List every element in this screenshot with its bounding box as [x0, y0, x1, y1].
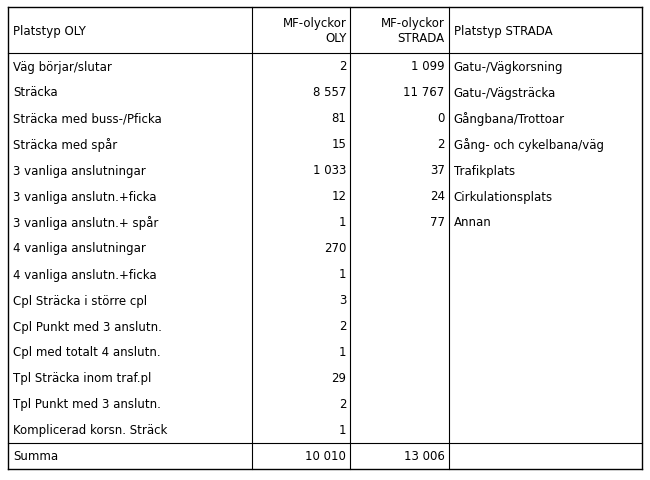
Text: 77: 77: [430, 216, 445, 229]
Text: 3 vanliga anslutningar: 3 vanliga anslutningar: [13, 164, 146, 177]
Text: MF-olyckor
OLY: MF-olyckor OLY: [283, 17, 346, 45]
Text: Sträcka: Sträcka: [13, 86, 58, 99]
Text: Platstyp OLY: Platstyp OLY: [13, 24, 86, 37]
Text: Gång- och cykelbana/väg: Gång- och cykelbana/väg: [454, 138, 604, 152]
Text: 13 006: 13 006: [404, 450, 445, 463]
Text: 3 vanliga anslutn.+ spår: 3 vanliga anslutn.+ spår: [13, 216, 159, 229]
Text: 1: 1: [339, 216, 346, 229]
Text: 15: 15: [332, 138, 346, 151]
Text: Cirkulationsplats: Cirkulationsplats: [454, 190, 552, 203]
Text: Gångbana/Trottoar: Gångbana/Trottoar: [454, 112, 565, 126]
Text: MF-olyckor
STRADA: MF-olyckor STRADA: [381, 17, 445, 45]
Text: Trafikplats: Trafikplats: [454, 164, 515, 177]
Text: Tpl Punkt med 3 anslutn.: Tpl Punkt med 3 anslutn.: [13, 397, 161, 411]
Text: Sträcka med spår: Sträcka med spår: [13, 138, 117, 152]
Text: Annan: Annan: [454, 216, 491, 229]
Text: Komplicerad korsn. Sträck: Komplicerad korsn. Sträck: [13, 424, 168, 437]
Text: Cpl med totalt 4 anslutn.: Cpl med totalt 4 anslutn.: [13, 346, 161, 359]
Text: 37: 37: [430, 164, 445, 177]
Text: 2: 2: [339, 320, 346, 333]
Text: Cpl Sträcka i större cpl: Cpl Sträcka i större cpl: [13, 294, 147, 307]
Text: Gatu-/Vägkorsning: Gatu-/Vägkorsning: [454, 60, 563, 73]
Text: 12: 12: [332, 190, 346, 203]
Text: 4 vanliga anslutn.+ficka: 4 vanliga anslutn.+ficka: [13, 268, 157, 281]
Text: Summa: Summa: [13, 450, 58, 463]
Text: 4 vanliga anslutningar: 4 vanliga anslutningar: [13, 242, 146, 255]
Text: 24: 24: [430, 190, 445, 203]
Text: Sträcka med buss-/Pficka: Sträcka med buss-/Pficka: [13, 112, 162, 125]
Text: 10 010: 10 010: [306, 450, 346, 463]
Text: 0: 0: [437, 112, 445, 125]
Text: 1: 1: [339, 346, 346, 359]
Text: 29: 29: [332, 372, 346, 384]
Text: Platstyp STRADA: Platstyp STRADA: [454, 24, 552, 37]
Text: Tpl Sträcka inom traf.pl: Tpl Sträcka inom traf.pl: [13, 372, 151, 384]
Text: Cpl Punkt med 3 anslutn.: Cpl Punkt med 3 anslutn.: [13, 320, 162, 333]
Text: 1 099: 1 099: [411, 60, 445, 73]
Text: 2: 2: [339, 397, 346, 411]
Text: 8 557: 8 557: [313, 86, 346, 99]
Text: 81: 81: [332, 112, 346, 125]
Text: 2: 2: [437, 138, 445, 151]
Text: 3 vanliga anslutn.+ficka: 3 vanliga anslutn.+ficka: [13, 190, 157, 203]
Text: 11 767: 11 767: [404, 86, 445, 99]
Text: Gatu-/Vägsträcka: Gatu-/Vägsträcka: [454, 86, 556, 99]
Text: 1: 1: [339, 268, 346, 281]
Text: 1 033: 1 033: [313, 164, 346, 177]
Text: 3: 3: [339, 294, 346, 307]
Text: 270: 270: [324, 242, 346, 255]
Text: 1: 1: [339, 424, 346, 437]
Text: 2: 2: [339, 60, 346, 73]
Text: Väg börjar/slutar: Väg börjar/slutar: [13, 60, 112, 73]
